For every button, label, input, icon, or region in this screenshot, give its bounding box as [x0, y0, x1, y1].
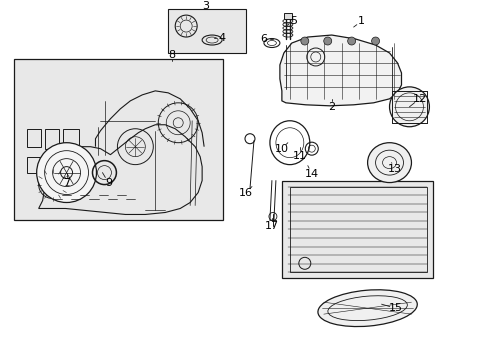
Bar	[27, 129, 41, 147]
Circle shape	[371, 37, 379, 45]
Polygon shape	[279, 35, 401, 106]
Text: 14: 14	[304, 168, 318, 179]
Bar	[44, 157, 58, 175]
Circle shape	[347, 37, 355, 45]
Bar	[62, 129, 79, 151]
Text: 5: 5	[290, 16, 297, 26]
Bar	[44, 129, 59, 149]
Ellipse shape	[367, 143, 410, 183]
Text: 2: 2	[327, 102, 335, 112]
Text: 16: 16	[239, 188, 252, 198]
Text: 8: 8	[168, 50, 175, 60]
Text: 11: 11	[292, 150, 306, 161]
Circle shape	[323, 37, 331, 45]
Text: 4: 4	[218, 33, 225, 43]
Bar	[27, 157, 40, 172]
Circle shape	[300, 37, 308, 45]
Circle shape	[389, 87, 428, 127]
FancyBboxPatch shape	[281, 181, 432, 278]
Text: 9: 9	[104, 177, 112, 188]
Text: 17: 17	[264, 221, 279, 231]
Text: 6: 6	[260, 34, 267, 44]
Text: 7: 7	[63, 177, 70, 188]
Text: 1: 1	[357, 16, 365, 26]
FancyBboxPatch shape	[168, 9, 245, 53]
Text: 3: 3	[202, 1, 209, 11]
Text: 10: 10	[274, 144, 288, 154]
Text: 12: 12	[411, 94, 426, 104]
Ellipse shape	[317, 290, 416, 327]
FancyBboxPatch shape	[14, 59, 223, 220]
Circle shape	[37, 143, 96, 203]
Text: 15: 15	[388, 303, 402, 313]
Bar	[289, 186, 427, 272]
Bar	[284, 13, 291, 19]
Text: 13: 13	[386, 163, 401, 174]
